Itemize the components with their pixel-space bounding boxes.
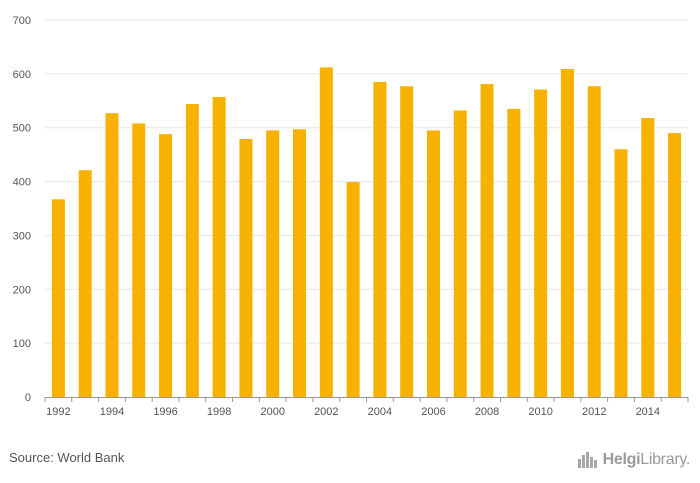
x-tick-label: 2012 [582,406,606,418]
brand-name-bold: Helgi [602,451,641,468]
y-tick-label: 100 [13,338,31,350]
bar-2000 [266,130,280,397]
bars [51,67,682,398]
x-tick-label: 2008 [475,406,499,418]
bar-2013 [614,149,628,397]
bar-1997 [185,104,199,397]
bar-1996 [159,134,173,398]
bar-2001 [293,129,307,397]
x-tick-label: 1998 [207,406,231,418]
x-tick-label: 1992 [46,406,70,418]
bar-2009 [507,108,521,397]
x-tick-label: 1996 [153,406,177,418]
bar-2014 [641,118,655,398]
bar-2012 [587,86,601,397]
y-tick-label: 700 [13,15,31,27]
brand-name-light: Library. [640,451,690,468]
helgi-library-logo: HelgiLibrary. [577,449,690,471]
x-tick-label: 2014 [636,406,660,418]
bar-2011 [560,69,574,397]
y-tick-label: 0 [25,392,31,404]
bar-2010 [534,89,548,398]
x-tick-label: 2010 [528,406,552,418]
y-tick-label: 500 [13,123,31,135]
bar-2005 [400,86,414,397]
y-tick-label: 200 [13,284,31,296]
x-tick-label: 2006 [421,406,445,418]
bar-1995 [132,123,146,398]
bar-2002 [319,67,333,397]
bar-1998 [212,97,226,397]
bar-2008 [480,84,494,397]
bar-2015 [668,133,682,397]
brand-name: HelgiLibrary. [602,451,691,469]
x-tick-label: 2002 [314,406,338,418]
bar-1999 [239,139,253,397]
source-label: Source: World Bank [9,450,125,465]
bar-1992 [51,199,65,397]
city-skyline-icon [577,452,597,468]
bar-2003 [346,182,360,397]
x-axis-labels: 1992 1994 1996 1998 2000 2002 2004 2006 2008 2010… [46,406,660,418]
y-axis-labels: 0 100 200 300 400 500 600 700 [13,15,31,404]
x-tick-label: 2004 [368,406,392,418]
x-tick-label: 1994 [100,406,124,418]
bar-1993 [78,170,92,397]
bar-2006 [426,130,440,397]
bar-1994 [105,113,119,398]
x-tick-label: 2000 [260,406,284,418]
y-tick-label: 400 [13,177,31,189]
grid-lines [45,19,688,344]
y-tick-label: 600 [13,69,31,81]
bar-2004 [373,81,387,397]
bar-2007 [453,110,467,397]
x-axis [44,397,689,402]
y-tick-label: 300 [13,230,31,242]
